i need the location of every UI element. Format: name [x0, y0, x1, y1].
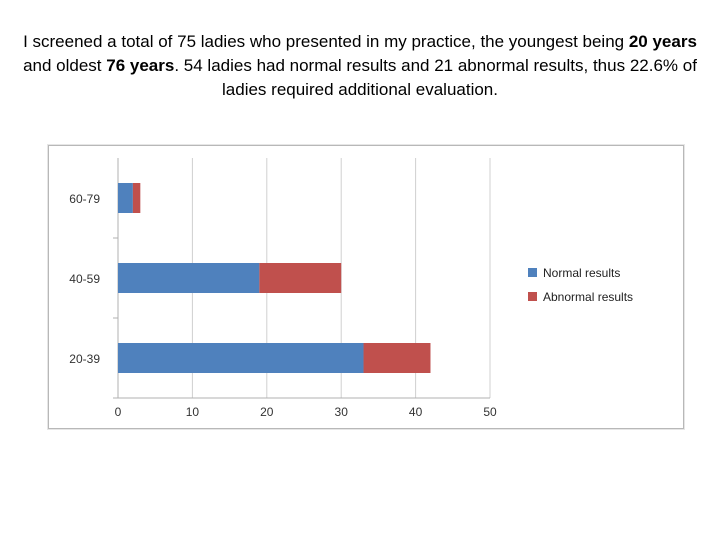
- bar-normal-results-20-39: [118, 343, 364, 373]
- caption-text-2: and oldest: [23, 56, 107, 75]
- x-tick-label: 0: [115, 405, 122, 419]
- legend-label: Abnormal results: [543, 290, 633, 304]
- caption-bold-oldest: 76 years: [106, 56, 175, 75]
- caption-text-1: I screened a total of 75 ladies who pres…: [23, 32, 629, 51]
- legend-swatch: [528, 292, 537, 301]
- caption-text-3: . 54 ladies had normal results and 21 ab…: [174, 56, 697, 99]
- bar-normal-results-40-59: [118, 263, 260, 293]
- bar-normal-results-60-79: [118, 183, 133, 213]
- bar-abnormal-results-60-79: [132, 183, 141, 213]
- bar-abnormal-results-20-39: [363, 343, 431, 373]
- category-label: 20-39: [69, 352, 100, 366]
- x-tick-label: 40: [409, 405, 423, 419]
- chart-frame: [48, 145, 684, 429]
- category-label: 40-59: [69, 272, 100, 286]
- legend-label: Normal results: [543, 266, 620, 280]
- slide-caption: I screened a total of 75 ladies who pres…: [20, 30, 700, 102]
- category-label: 60-79: [69, 192, 100, 206]
- bar-abnormal-results-40-59: [259, 263, 342, 293]
- x-tick-label: 50: [483, 405, 497, 419]
- legend-swatch: [528, 268, 537, 277]
- x-tick-label: 30: [335, 405, 349, 419]
- x-tick-label: 20: [260, 405, 274, 419]
- caption-bold-youngest: 20 years: [628, 32, 697, 51]
- x-tick-label: 10: [186, 405, 200, 419]
